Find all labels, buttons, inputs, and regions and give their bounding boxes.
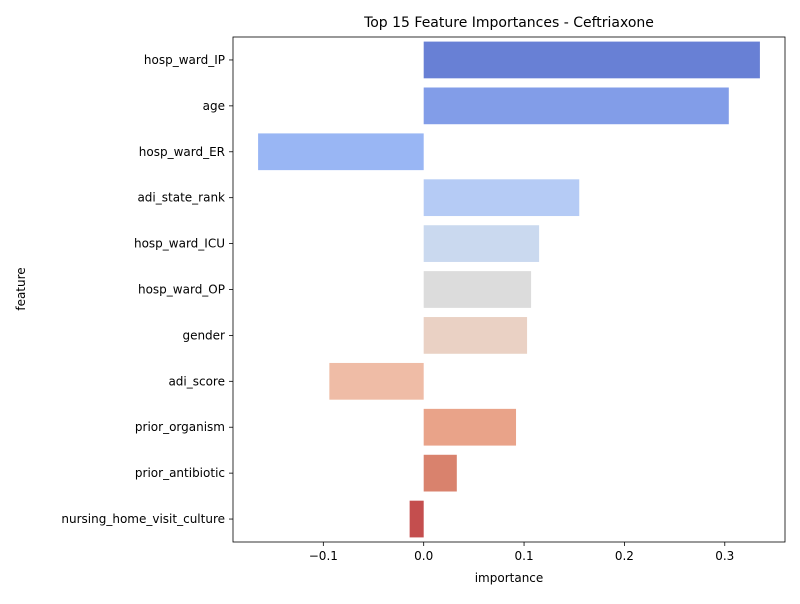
x-axis-title: importance xyxy=(475,571,544,585)
y-tick-label: hosp_ward_IP xyxy=(144,53,225,67)
y-tick-label: gender xyxy=(182,328,225,342)
bar-hosp-ward-ICU xyxy=(423,225,540,262)
bar-hosp-ward-IP xyxy=(423,41,760,79)
bar-hosp-ward-ER xyxy=(258,133,424,171)
bar-hosp-ward-OP xyxy=(423,271,532,308)
y-tick-label: prior_antibiotic xyxy=(135,466,225,480)
x-tick-label: 0.0 xyxy=(414,549,433,563)
y-tick-label: hosp_ward_ICU xyxy=(134,237,225,251)
x-tick-label: −0.1 xyxy=(309,549,338,563)
bars-layer xyxy=(258,41,760,538)
y-tick-label: age xyxy=(203,99,225,113)
bar-adi-score xyxy=(329,362,424,400)
x-ticks-layer: −0.1 0.0 0.1 0.2 0.3 xyxy=(309,542,734,563)
bar-prior-organism xyxy=(423,408,517,446)
bar-gender xyxy=(423,317,528,354)
y-tick-label: adi_score xyxy=(168,374,225,388)
bar-age xyxy=(423,87,729,125)
bar-adi-state-rank xyxy=(423,179,580,217)
y-axis-title: feature xyxy=(14,267,28,310)
bar-prior-antibiotic xyxy=(423,454,457,492)
y-tick-label: prior_organism xyxy=(135,420,225,434)
x-tick-label: 0.3 xyxy=(715,549,734,563)
x-tick-label: 0.1 xyxy=(515,549,534,563)
chart-title: Top 15 Feature Importances - Ceftriaxone xyxy=(363,15,654,31)
y-tick-label: adi_state_rank xyxy=(137,191,225,205)
y-tick-label: nursing_home_visit_culture xyxy=(61,512,225,526)
x-tick-label: 0.2 xyxy=(615,549,634,563)
y-tick-label: hosp_ward_ER xyxy=(139,145,225,159)
bar-nursing-home-visit-culture xyxy=(409,500,424,538)
y-tick-label: hosp_ward_OP xyxy=(138,283,225,297)
